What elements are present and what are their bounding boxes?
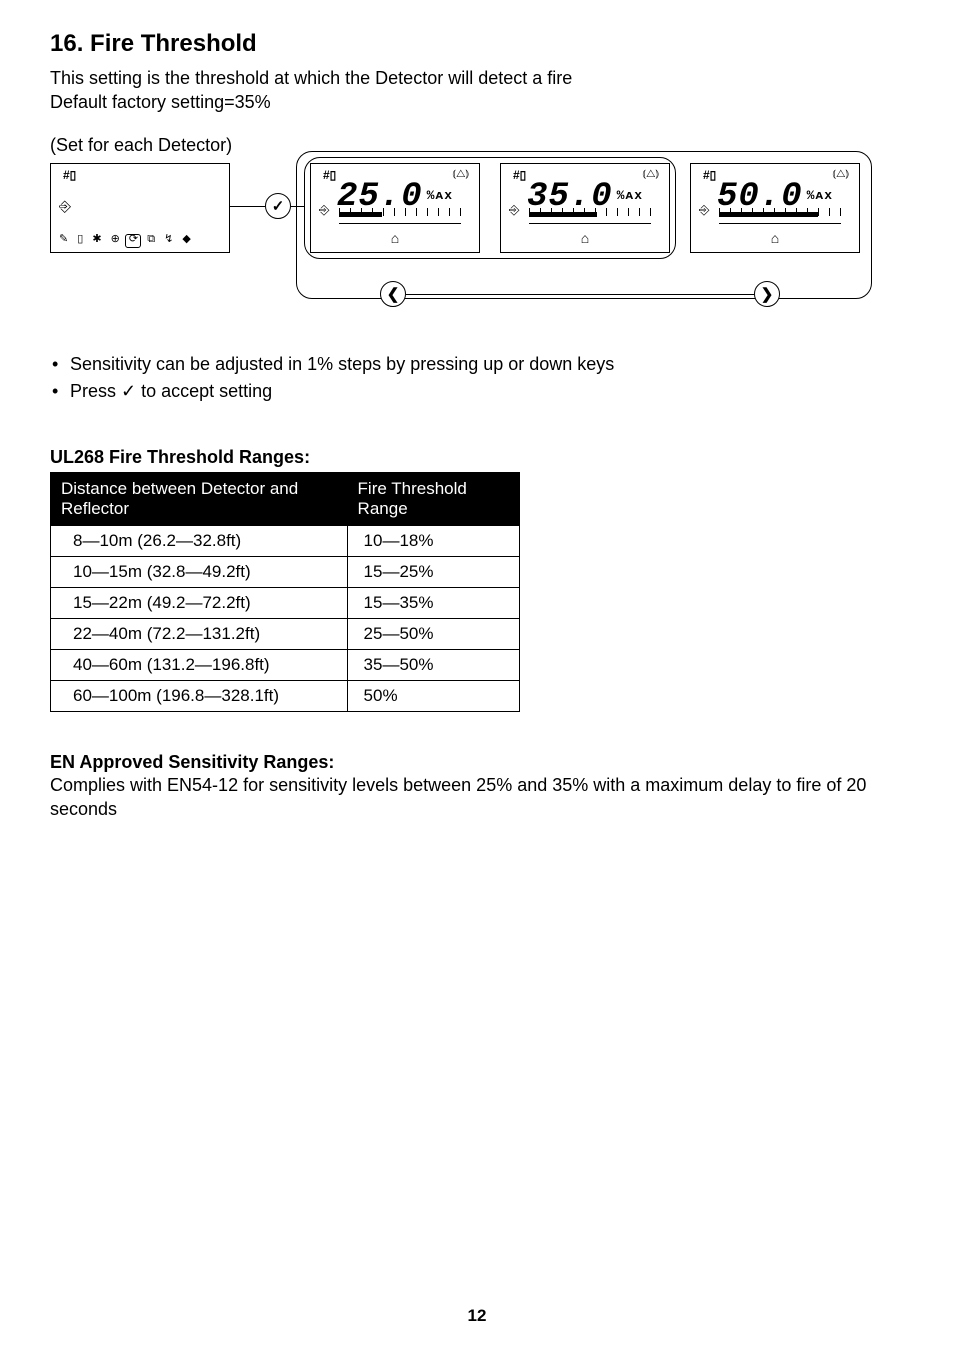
threshold-screen: #▯⦅△⦆⎆50.0%ᴀx⌂: [690, 163, 860, 253]
table-row: 10—15m (32.8—49.2ft)15—25%: [51, 556, 520, 587]
scale-fill: [529, 212, 597, 217]
table-cell: 40—60m (131.2—196.8ft): [51, 649, 348, 680]
house-icon: ⌂: [691, 230, 859, 246]
check-node-icon: ✓: [265, 193, 291, 219]
table-title: UL268 Fire Threshold Ranges:: [50, 447, 904, 468]
selected-menu-box: [125, 234, 141, 248]
connector-line: [230, 206, 265, 208]
table-cell: 10—15m (32.8—49.2ft): [51, 556, 348, 587]
scale-fill: [719, 212, 818, 217]
connector-line: [406, 294, 754, 296]
table-row: 40—60m (131.2—196.8ft)35—50%: [51, 649, 520, 680]
menu-screen: #▯⎆✎ ▯ ✱ ⊕ ⟳ ⧉ ↯ ◆: [50, 163, 230, 253]
section-heading: 16. Fire Threshold: [50, 30, 904, 58]
en-body: Complies with EN54-12 for sensitivity le…: [50, 773, 904, 822]
connector-line: [291, 206, 304, 208]
threshold-table: Distance between Detector and Reflector …: [50, 472, 520, 712]
instruction-item: Sensitivity can be adjusted in 1% steps …: [50, 351, 904, 378]
instruction-item: Press ✓ to accept setting: [50, 378, 904, 405]
intro-line-2: Default factory setting=35%: [50, 90, 904, 114]
table-cell: 15—22m (49.2—72.2ft): [51, 587, 348, 618]
table-header-range: Fire Threshold Range: [347, 472, 519, 525]
table-cell: 15—35%: [347, 587, 519, 618]
table-row: 60—100m (196.8—328.1ft)50%: [51, 680, 520, 711]
table-cell: 22—40m (72.2—131.2ft): [51, 618, 348, 649]
house-icon: ⌂: [501, 230, 669, 246]
intro-line-1: This setting is the threshold at which t…: [50, 66, 904, 90]
threshold-screen: #▯⦅△⦆⎆35.0%ᴀx⌂: [500, 163, 670, 253]
hash-icon: #▯: [63, 168, 76, 182]
scale-fill: [339, 212, 382, 217]
table-header-distance: Distance between Detector and Reflector: [51, 472, 348, 525]
threshold-diagram: #▯⎆✎ ▯ ✱ ⊕ ⟳ ⧉ ↯ ◆✓#▯⦅△⦆⎆25.0%ᴀx⌂#▯⦅△⦆⎆3…: [50, 163, 904, 323]
house-icon: ⌂: [311, 230, 479, 246]
instruction-list: Sensitivity can be adjusted in 1% steps …: [50, 351, 904, 405]
left-arrow-icon: ❮: [380, 281, 406, 307]
table-row: 15—22m (49.2—72.2ft)15—35%: [51, 587, 520, 618]
table-cell: 35—50%: [347, 649, 519, 680]
threshold-screen: #▯⦅△⦆⎆25.0%ᴀx⌂: [310, 163, 480, 253]
table-cell: 8—10m (26.2—32.8ft): [51, 525, 348, 556]
table-cell: 60—100m (196.8—328.1ft): [51, 680, 348, 711]
right-arrow-icon: ❯: [754, 281, 780, 307]
en-title: EN Approved Sensitivity Ranges:: [50, 752, 904, 773]
table-cell: 50%: [347, 680, 519, 711]
table-row: 8—10m (26.2—32.8ft)10—18%: [51, 525, 520, 556]
table-cell: 25—50%: [347, 618, 519, 649]
padlock-icon: ⎆: [59, 198, 71, 215]
page-number: 12: [0, 1306, 954, 1326]
table-cell: 10—18%: [347, 525, 519, 556]
table-cell: 15—25%: [347, 556, 519, 587]
table-row: 22—40m (72.2—131.2ft)25—50%: [51, 618, 520, 649]
